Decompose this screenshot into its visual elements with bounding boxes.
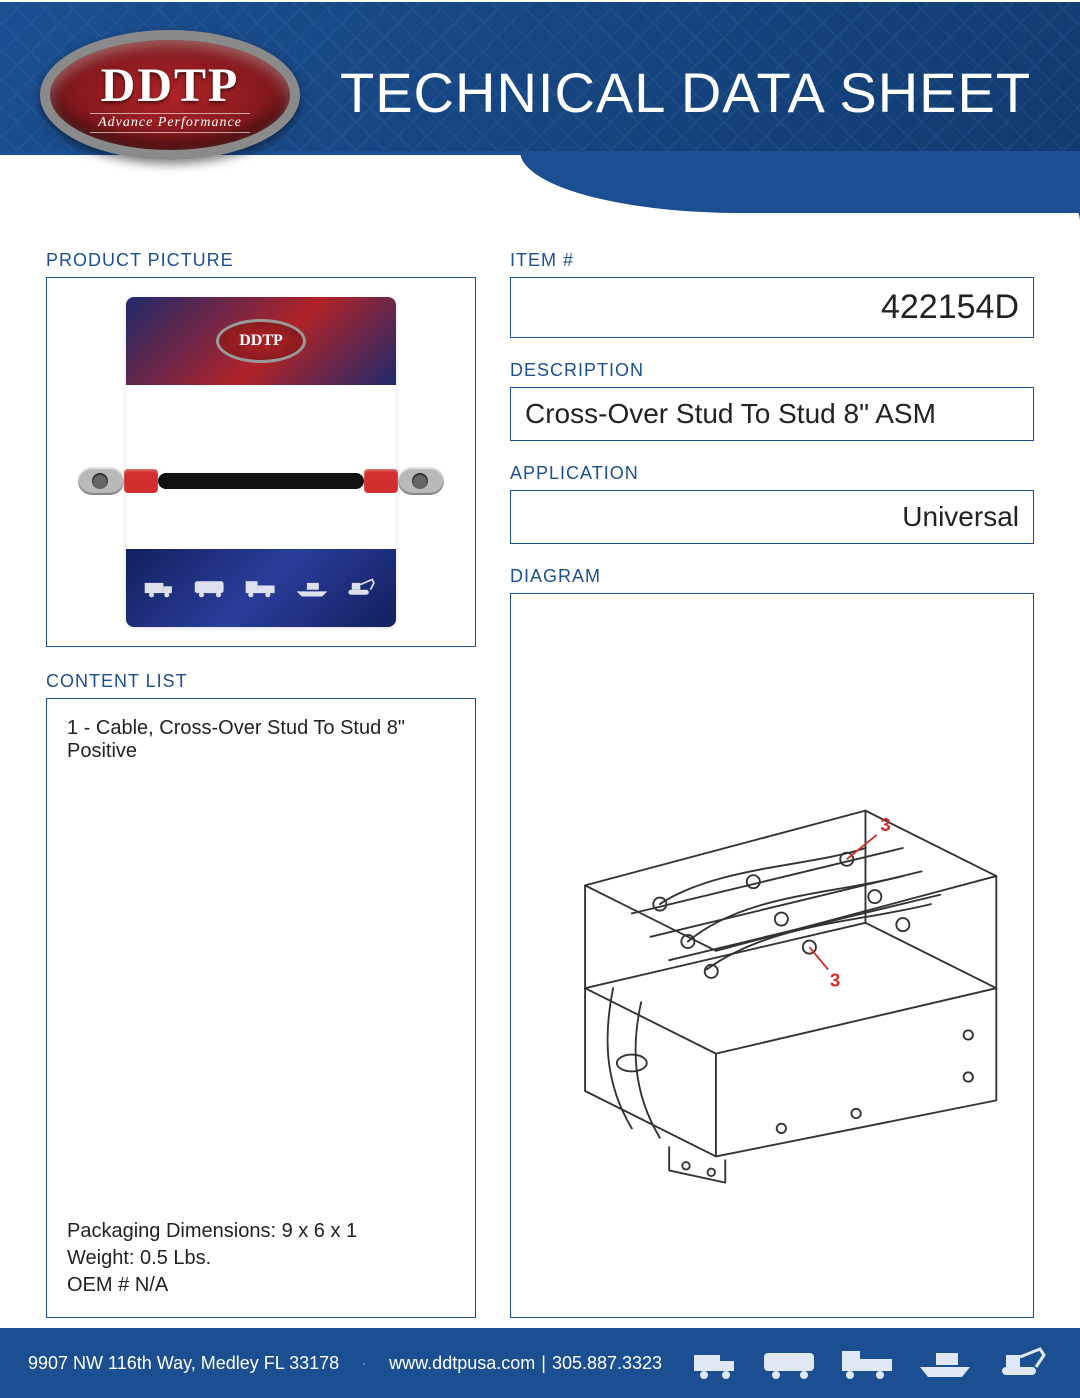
description-box: Cross-Over Stud To Stud 8" ASM bbox=[510, 387, 1034, 441]
footer-sep-1: · bbox=[361, 1353, 367, 1374]
label-product-picture: PRODUCT PICTURE bbox=[46, 250, 476, 271]
application-value: Universal bbox=[902, 501, 1019, 533]
header-curve bbox=[0, 151, 1080, 221]
content-specs: Packaging Dimensions: 9 x 6 x 1 Weight: … bbox=[67, 1218, 455, 1299]
cable-sleeve-left bbox=[124, 469, 158, 493]
footer-pipe: | bbox=[541, 1353, 546, 1374]
semi-icon bbox=[840, 1347, 896, 1379]
left-column: PRODUCT PICTURE DDTP bbox=[46, 250, 476, 1318]
footer: 9907 NW 116th Way, Medley FL 33178 · www… bbox=[0, 1328, 1080, 1398]
weight-value: 0.5 Lbs. bbox=[140, 1247, 211, 1269]
packaging-value: 9 x 6 x 1 bbox=[282, 1220, 358, 1242]
diagram-callout-1: 3 bbox=[880, 814, 890, 835]
oem-label: OEM # bbox=[67, 1274, 129, 1296]
product-picture-box: DDTP bbox=[46, 277, 476, 647]
diagram-box: 3 3 bbox=[510, 593, 1034, 1318]
truck-icon bbox=[143, 577, 177, 599]
content-list-item: 1 - Cable, Cross-Over Stud To Stud 8" Po… bbox=[67, 717, 455, 763]
item-number-box: 422154D bbox=[510, 277, 1034, 338]
yacht-icon bbox=[918, 1347, 974, 1379]
product-bag: DDTP bbox=[126, 297, 396, 627]
label-diagram: DIAGRAM bbox=[510, 566, 1034, 587]
footer-address: 9907 NW 116th Way, Medley FL 33178 bbox=[28, 1353, 339, 1374]
footer-phone: 305.887.3323 bbox=[552, 1353, 662, 1374]
cable-assembly bbox=[78, 467, 444, 495]
semi-icon bbox=[244, 577, 278, 599]
content-list-box: 1 - Cable, Cross-Over Stud To Stud 8" Po… bbox=[46, 698, 476, 1318]
weight-row: Weight: 0.5 Lbs. bbox=[67, 1245, 455, 1272]
brand-name: DDTP bbox=[101, 58, 240, 113]
bus-icon bbox=[762, 1347, 818, 1379]
oem-value: N/A bbox=[135, 1274, 168, 1296]
description-value: Cross-Over Stud To Stud 8" ASM bbox=[525, 398, 936, 430]
excavator-icon bbox=[345, 577, 379, 599]
page-title: TECHNICAL DATA SHEET bbox=[340, 60, 1031, 125]
bus-icon bbox=[193, 577, 227, 599]
footer-icons bbox=[692, 1347, 1052, 1379]
cable-wire bbox=[158, 473, 364, 489]
item-number: 422154D bbox=[881, 288, 1019, 327]
label-application: APPLICATION bbox=[510, 463, 1034, 484]
excavator-icon bbox=[996, 1347, 1052, 1379]
packaging-label: Packaging Dimensions: bbox=[67, 1220, 276, 1242]
yacht-icon bbox=[295, 577, 329, 599]
label-item-no: ITEM # bbox=[510, 250, 1034, 271]
content-area: PRODUCT PICTURE DDTP bbox=[0, 230, 1080, 1328]
truck-icon bbox=[692, 1347, 740, 1379]
battery-box-diagram: 3 3 bbox=[529, 612, 1015, 1299]
label-description: DESCRIPTION bbox=[510, 360, 1034, 381]
packaging-row: Packaging Dimensions: 9 x 6 x 1 bbox=[67, 1218, 455, 1245]
label-content-list: CONTENT LIST bbox=[46, 671, 476, 692]
cable-lug-left bbox=[78, 467, 124, 495]
application-box: Universal bbox=[510, 490, 1034, 544]
cable-sleeve-right bbox=[364, 469, 398, 493]
brand-tagline: Advance Performance bbox=[90, 113, 250, 133]
footer-curve bbox=[0, 0, 1080, 2]
cable-lug-right bbox=[398, 467, 444, 495]
weight-label: Weight: bbox=[67, 1247, 134, 1269]
bag-footer bbox=[126, 549, 396, 627]
brand-logo: DDTP Advance Performance bbox=[40, 30, 300, 160]
diagram-callout-2: 3 bbox=[830, 969, 840, 990]
right-column: ITEM # 422154D DESCRIPTION Cross-Over St… bbox=[510, 250, 1034, 1318]
oem-row: OEM # N/A bbox=[67, 1272, 455, 1299]
header: DDTP Advance Performance TECHNICAL DATA … bbox=[0, 0, 1080, 220]
bag-header: DDTP bbox=[126, 297, 396, 385]
footer-website: www.ddtpusa.com bbox=[389, 1353, 535, 1374]
bag-logo: DDTP bbox=[216, 319, 306, 363]
